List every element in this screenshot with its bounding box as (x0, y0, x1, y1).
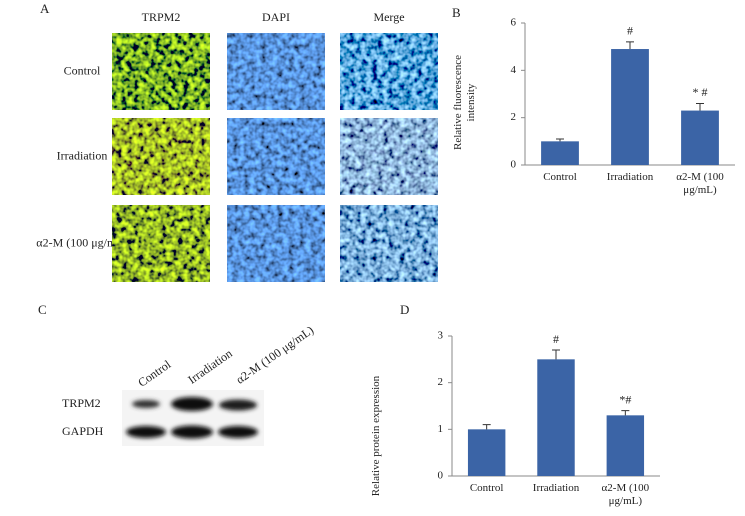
y-tick-label: 3 (438, 330, 444, 342)
y-axis-label-box: Relative protein expression (370, 375, 382, 497)
row-label: Irradiation (57, 148, 108, 162)
x-tick-label-box: Control (469, 482, 504, 494)
bar (681, 110, 719, 165)
micrograph (112, 118, 210, 195)
y-tick-label: 0 (511, 159, 517, 171)
x-tick-label-box: Irradiation (606, 171, 654, 183)
x-tick-label: Irradiation (606, 171, 654, 183)
band-label: GAPDH (62, 424, 104, 438)
y-tick-label: 6 (511, 17, 517, 29)
y-axis-label: Relative fluorescence intensity (452, 55, 477, 150)
x-tick-label-box: α2-M (100 μg/mL) (601, 482, 650, 507)
blot-band (132, 400, 160, 408)
error-bar (482, 424, 491, 430)
lane-label: α2-M (100 μg/mL) (233, 323, 316, 387)
micrograph (112, 33, 210, 110)
micrograph (340, 205, 438, 282)
bar (537, 359, 575, 476)
error-bar (556, 138, 564, 142)
column-label: DAPI (262, 10, 290, 24)
y-tick-label: 2 (511, 111, 517, 123)
error-bar (696, 102, 704, 111)
x-tick-label-box: Irradiation (532, 482, 580, 494)
micrograph (227, 33, 325, 110)
micrograph (227, 118, 325, 195)
error-bar (626, 41, 634, 50)
lane-label: Irradiation (185, 346, 235, 387)
row-label: α2-M (100 μg/mL) (36, 235, 127, 249)
blot-band (171, 425, 213, 439)
blot-band (171, 397, 213, 411)
bar (611, 49, 649, 165)
x-tick-label: Irradiation (532, 482, 580, 494)
x-tick-label: Control (543, 171, 577, 183)
column-label: TRPM2 (142, 10, 181, 24)
x-tick-label-box: α2-M (100 μg/mL) (676, 171, 724, 196)
y-tick-label: 4 (511, 64, 517, 76)
x-tick-label: α2-M (100 μg/mL) (601, 482, 650, 507)
blot-band (219, 399, 257, 411)
x-tick-label: α2-M (100 μg/mL) (676, 171, 724, 196)
y-tick-label: 2 (438, 376, 444, 388)
x-tick-label-box: Control (543, 171, 577, 183)
panel-label: A (40, 1, 50, 16)
lane-label: Control (135, 357, 174, 390)
significance-label: # (627, 24, 633, 38)
significance-label: * # (693, 85, 708, 99)
y-tick-label: 1 (438, 423, 444, 435)
error-bar (621, 410, 630, 416)
y-axis-label-box: Relative fluorescence intensity (452, 55, 477, 150)
blot (122, 390, 264, 446)
error-bar (552, 349, 560, 360)
bar (467, 429, 506, 476)
y-tick-label: 0 (438, 470, 444, 482)
blot-band (126, 426, 166, 438)
panel-label: B (452, 5, 461, 20)
significance-label: *# (619, 392, 631, 406)
micrograph (340, 118, 438, 195)
micrograph (112, 205, 210, 282)
panel-label: D (400, 302, 409, 317)
y-axis-label: Relative protein expression (370, 375, 382, 497)
column-label: Merge (373, 10, 404, 24)
bar (541, 141, 579, 165)
bar (606, 415, 645, 476)
band-label: TRPM2 (62, 396, 101, 410)
x-tick-label: Control (469, 482, 504, 494)
row-label: Control (64, 63, 101, 77)
significance-label: # (553, 332, 559, 346)
panel-label: C (38, 302, 47, 317)
micrograph (340, 33, 438, 110)
blot-band (218, 426, 258, 438)
micrograph (227, 205, 325, 282)
